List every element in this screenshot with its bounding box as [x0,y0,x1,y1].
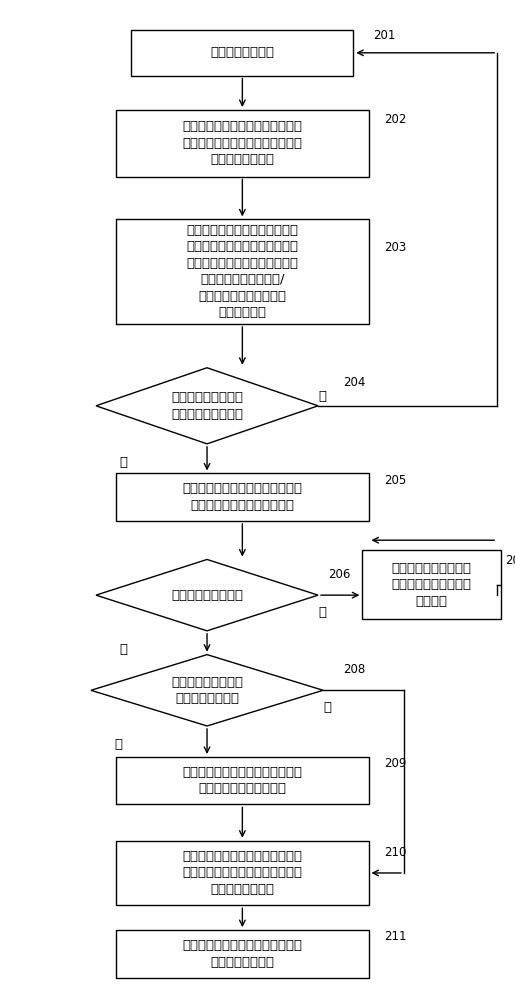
Text: 将所获取的控制码数组按顺序合并
为一个控制码数组: 将所获取的控制码数组按顺序合并 为一个控制码数组 [182,939,302,969]
Text: 206: 206 [328,568,351,581]
FancyBboxPatch shape [116,841,369,905]
Text: 205: 205 [384,474,406,487]
Text: 产生第二闪光灯关闭控
制码并插入至控制码数
组的最后: 产生第二闪光灯关闭控 制码并插入至控制码数 组的最后 [391,562,472,608]
Text: 211: 211 [384,930,406,943]
Text: 204: 204 [344,376,366,389]
Text: 信息源字符串是否存
在单词间隔信息？: 信息源字符串是否存 在单词间隔信息？ [171,676,243,705]
FancyBboxPatch shape [116,219,369,324]
Polygon shape [96,368,318,444]
Text: 207: 207 [505,554,515,567]
FancyBboxPatch shape [116,110,369,177]
Text: 产生第一闪光灯关闭控制码并插入
至控制码数组的二进制码之间: 产生第一闪光灯关闭控制码并插入 至控制码数组的二进制码之间 [182,482,302,512]
Text: 否: 否 [318,606,326,619]
FancyBboxPatch shape [116,473,369,521]
Text: 是: 是 [120,456,128,469]
Text: 字符是否提取完毕？: 字符是否提取完毕？ [171,589,243,602]
Polygon shape [96,559,318,631]
Text: 208: 208 [344,663,366,676]
Text: 202: 202 [384,113,406,126]
Text: 产生第三闪光灯关闭控制码并插入
至控制码数组的对应位置: 产生第三闪光灯关闭控制码并插入 至控制码数组的对应位置 [182,766,302,795]
Polygon shape [91,655,323,726]
Text: 203: 203 [384,241,406,254]
Text: 获取信息源字符串: 获取信息源字符串 [210,46,274,59]
Text: 提取信息源字符串中的字符，将字
符转换成包括有表示莫斯码的二进
制码的莫斯码数组: 提取信息源字符串中的字符，将字 符转换成包括有表示莫斯码的二进 制码的莫斯码数组 [182,120,302,166]
Text: 209: 209 [384,757,406,770]
FancyBboxPatch shape [116,930,369,978]
FancyBboxPatch shape [116,757,369,804]
Text: 根据信息源字符串中的结束信息产
生第四闪光灯关闭控制码并插入至
控制码数组的最后: 根据信息源字符串中的结束信息产 生第四闪光灯关闭控制码并插入至 控制码数组的最后 [182,850,302,896]
Text: 201: 201 [373,29,396,42]
Text: 是: 是 [115,738,123,752]
FancyBboxPatch shape [362,550,501,619]
Text: 根据第一二进制码产生第一闪光
灯开启控制码或根据第二二进制
码产生第二闪光灯开启控制码，
将第一闪光灯控制码和/
或第二闪光灯控制码放入
控制码数组中: 根据第一二进制码产生第一闪光 灯开启控制码或根据第二二进制 码产生第二闪光灯开启… [186,224,298,319]
FancyBboxPatch shape [131,30,353,76]
Text: 否: 否 [323,701,331,714]
Text: 二进制码数组中是否
存在其他二进制码？: 二进制码数组中是否 存在其他二进制码？ [171,391,243,421]
Text: 是: 是 [120,643,128,656]
Text: 210: 210 [384,846,406,859]
Text: 否: 否 [318,390,326,403]
